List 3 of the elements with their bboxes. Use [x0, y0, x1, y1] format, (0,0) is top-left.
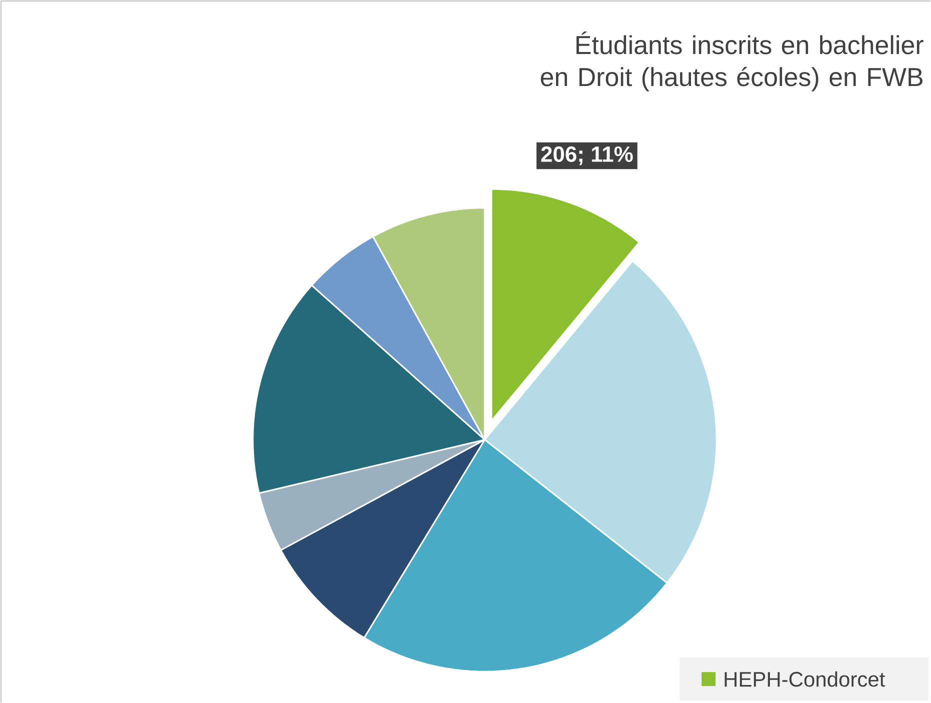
data-label: 206; 11% — [541, 146, 633, 166]
legend-label: HEPH-Condorcet — [724, 671, 886, 687]
chart-title: Étudiants inscrits en bachelier en Droit (hautes écoles) en FWB — [540, 31, 924, 92]
